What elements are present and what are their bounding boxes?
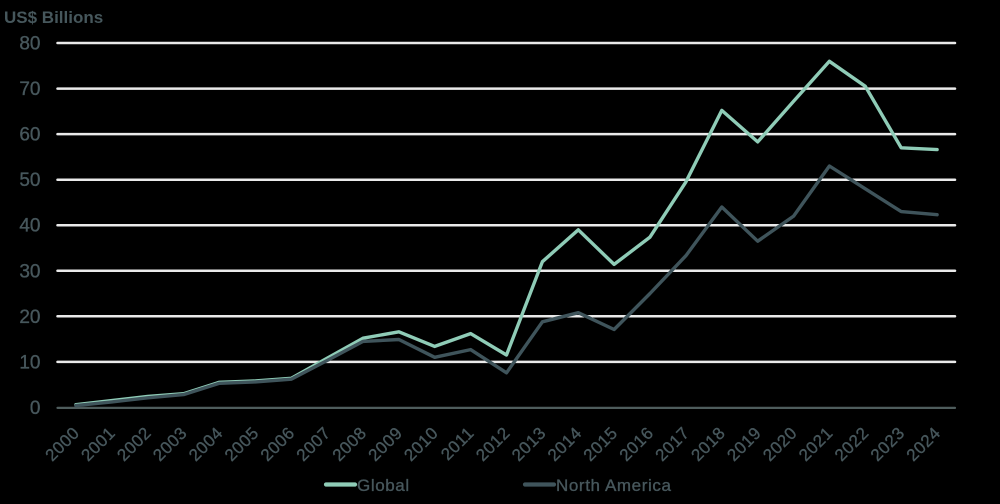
svg-text:2013: 2013 <box>508 423 550 465</box>
svg-text:2005: 2005 <box>221 423 263 465</box>
svg-text:2008: 2008 <box>329 423 371 465</box>
svg-text:2001: 2001 <box>78 423 120 465</box>
svg-text:2020: 2020 <box>759 423 801 465</box>
svg-text:2007: 2007 <box>293 423 335 465</box>
svg-text:2003: 2003 <box>149 423 191 465</box>
svg-text:10: 10 <box>19 352 40 373</box>
svg-text:70: 70 <box>19 79 40 100</box>
svg-text:Global: Global <box>357 476 410 495</box>
svg-text:US$ Billions: US$ Billions <box>4 8 103 27</box>
svg-text:2009: 2009 <box>365 423 407 465</box>
svg-text:2010: 2010 <box>400 423 442 465</box>
svg-text:0: 0 <box>30 398 41 419</box>
svg-text:North America: North America <box>556 476 672 495</box>
svg-text:2002: 2002 <box>113 423 155 465</box>
svg-text:2006: 2006 <box>257 423 299 465</box>
svg-text:2017: 2017 <box>652 423 694 465</box>
svg-text:30: 30 <box>19 261 40 282</box>
svg-text:2022: 2022 <box>831 423 873 465</box>
svg-text:2004: 2004 <box>185 423 227 465</box>
svg-text:2011: 2011 <box>437 423 478 464</box>
svg-text:2016: 2016 <box>616 423 658 465</box>
svg-text:2023: 2023 <box>867 423 909 465</box>
svg-text:80: 80 <box>19 34 40 55</box>
svg-text:2024: 2024 <box>903 423 945 465</box>
svg-text:20: 20 <box>19 307 40 328</box>
svg-text:60: 60 <box>19 125 40 146</box>
svg-text:2012: 2012 <box>472 423 514 465</box>
svg-text:2014: 2014 <box>544 423 586 465</box>
svg-text:2019: 2019 <box>723 423 765 465</box>
svg-text:2018: 2018 <box>688 423 730 465</box>
svg-text:2000: 2000 <box>42 423 84 465</box>
svg-text:2021: 2021 <box>795 423 837 465</box>
svg-text:2015: 2015 <box>580 423 622 465</box>
svg-text:40: 40 <box>19 216 40 237</box>
svg-text:50: 50 <box>19 170 40 191</box>
